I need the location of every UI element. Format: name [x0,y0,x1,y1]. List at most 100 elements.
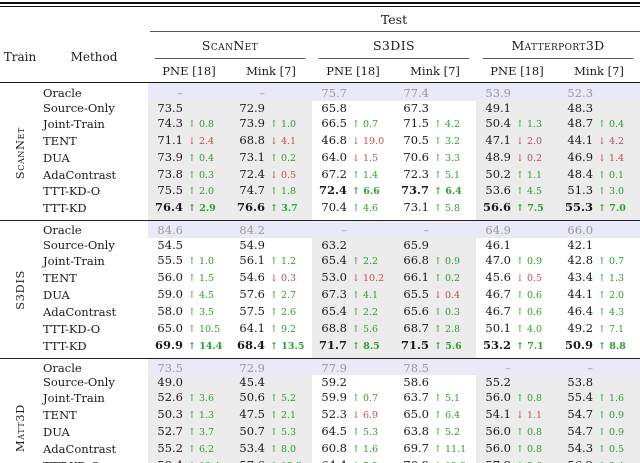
delta-up: ↑ 0.3 [434,306,461,318]
metric-cell: 68.4 ↑ 13.5 [230,338,312,358]
train-group-cell: S3DIS [0,220,40,358]
metric-cell: 72.9 [230,100,312,116]
test-header: Test [148,7,640,32]
delta-up: ↑ 5.8 [434,203,461,215]
metric-cell: 48.4 ↑ 0.1 [558,166,640,184]
metric-cell: 73.9 ↑ 0.4 [148,149,230,167]
table-row: Matt3D Oracle 73.5 72.9 77.9 78.5 – – [0,357,640,463]
metric-value: 53.4 [239,441,265,456]
metric-value: 53.6 [485,183,511,198]
metric-cell: 54.1 ↓ 1.1 [476,407,558,425]
delta-up: ↑ 1.0 [270,118,297,130]
delta-up: ↑ 5.2 [434,427,461,439]
metric-cell: 64.1 ↑ 9.2 [230,321,312,338]
metric-value: 73.1 [403,200,429,215]
metric-cell: 47.0 ↑ 0.9 [476,253,558,270]
metric-cell: 70.5 ↑ 3.2 [394,133,476,150]
metric-cell: 65.8 [312,101,394,116]
delta-up: ↑ 4.6 [352,203,379,215]
metric-value: 50.9 [565,337,594,352]
metric-cell: 48.3 [558,100,640,116]
metric-cell: 56.2 ↑ 2.4 [558,457,640,463]
metric-cell: 51.3 ↑ 3.0 [558,183,640,201]
subheader-mink-3: Mink [7] [558,59,640,83]
metric-value: 77.4 [403,86,429,100]
metric-cell: 67.3 [394,101,476,116]
metric-value: 65.4 [321,253,347,268]
metric-value: 52.6 [157,390,183,405]
metric-cell: 64.0 ↓ 1.5 [312,150,394,167]
delta-down: ↓ 19.0 [352,135,385,147]
metric-value: 73.9 [157,149,183,164]
subheader-mink-2: Mink [7] [394,59,476,83]
metric-value: 73.7 [400,183,429,198]
delta-up: ↑ 3.5 [188,306,215,318]
metric-cell: 68.7 ↑ 2.8 [394,320,476,338]
delta-up: ↑ 0.8 [516,444,543,456]
metric-cell: 59.9 ↑ 0.7 [312,390,394,407]
train-group-label: ScanNet [12,127,27,180]
method-label: Joint-Train [43,391,105,406]
metric-value: 49.0 [157,375,183,390]
metric-cell: 74.7 ↑ 1.8 [230,183,312,201]
delta-up: ↑ 7.1 [516,340,544,352]
table-row: S3DIS Oracle 84.6 84.2 – – 64.9 66.0 [0,220,640,358]
metric-value: 72.4 [239,166,265,181]
method-label: DUA [43,150,70,165]
metric-value: 50.2 [485,166,511,181]
method-label: TTT-KD-O [40,458,148,463]
metric-value: 64.1 [239,320,265,335]
method-label: Source-Only [43,375,115,390]
table-row: Source-Only 54.5 54.9 63.2 65.9 46.1 42.1 [0,238,640,254]
header-row-datasets: Train Method ScanNet S3DIS Matterport3D [0,32,640,83]
train-column-header: Train [0,32,40,83]
metric-value: 56.6 [482,200,511,215]
metric-cell: 52.3 [558,82,640,101]
metric-cell: 60.8 ↑ 1.6 [312,441,394,458]
metric-cell: 55.2 ↑ 6.2 [148,441,230,458]
method-label: DUA [43,287,70,302]
delta-up: ↑ 2.9 [188,203,216,215]
metric-value: 59.0 [157,286,183,301]
metric-value: 54.5 [157,238,183,253]
metric-value: 57.8 [478,458,511,463]
table-row: TTT-KD-O59.4↑ 10.457.6↑ 12.264.4↑ 5.270.… [0,457,640,463]
delta-down: ↓ 10.2 [352,272,385,284]
metric-value: 54.1 [485,407,511,422]
delta-up: ↑ 0.2 [434,272,461,284]
subheader-pne-2: PNE [18] [312,59,394,83]
metric-value: 57.5 [239,303,265,318]
metric-cell: 84.6 [148,220,230,239]
metric-cell: 73.5 [148,100,230,116]
delta-up: ↑ 0.5 [598,444,625,456]
metric-cell: 59.4 ↑ 10.4 [148,457,230,463]
metric-cell: 55.4 ↑ 1.6 [558,390,640,408]
metric-value: – [587,360,594,375]
metric-value: 56.0 [485,390,511,405]
delta-up: ↑ 0.8 [188,118,215,130]
metric-cell: 52.7 ↑ 3.7 [148,424,230,442]
metric-value: 78.5 [403,360,429,375]
delta-up: ↑ 1.0 [188,256,215,268]
train-group-label: S3DIS [12,270,27,311]
metric-value: 60.8 [321,441,347,456]
metric-cell: 65.5 ↓ 0.4 [394,286,476,304]
metric-value: 70.9 [396,458,429,463]
metric-value: 73.5 [157,100,183,115]
table-row: AdaContrast 73.8 ↑ 0.3 72.4 ↓ 0.5 67.2 ↑ 1.4 72… [0,166,640,184]
metric-cell: 49.0 [148,375,230,391]
delta-up: ↑ 4.2 [434,118,461,130]
delta-up: ↑ 0.7 [598,256,625,268]
delta-up: ↑ 2.6 [270,306,297,318]
metric-value: 72.3 [403,166,429,181]
metric-cell: 56.0 ↑ 0.8 [476,424,558,442]
metric-value: – [177,86,183,100]
method-label: AdaContrast [43,167,117,182]
metric-value: 63.8 [403,424,429,439]
delta-down: ↓ 4.2 [598,135,625,147]
metric-cell: 57.8 ↑ 2.6 [476,457,558,463]
delta-up: ↑ 7.5 [516,203,544,215]
delta-up: ↑ 5.2 [352,460,392,463]
metric-cell: 69.9 ↑ 14.4 [148,338,230,358]
metric-value: 67.3 [403,100,429,115]
